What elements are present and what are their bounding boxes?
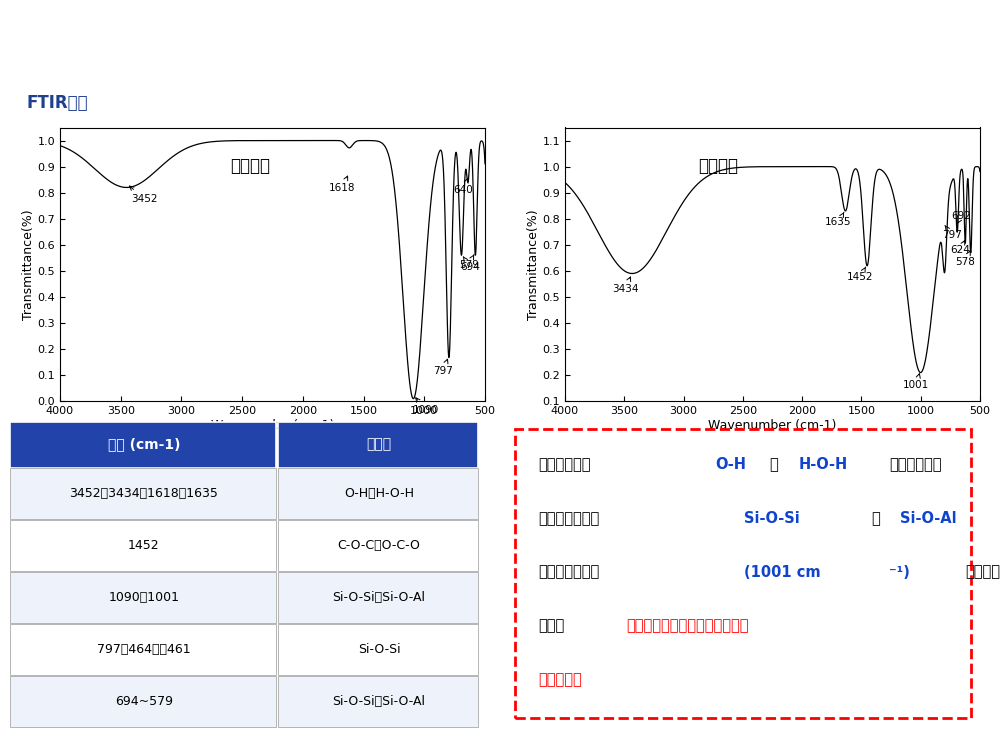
- FancyBboxPatch shape: [10, 422, 276, 468]
- Text: 和: 和: [769, 457, 778, 472]
- Text: 694: 694: [460, 256, 480, 272]
- X-axis label: Wavenumber(cm-1): Wavenumber(cm-1): [210, 419, 335, 432]
- Text: Si-O-Si和Si-O-Al: Si-O-Si和Si-O-Al: [332, 591, 425, 604]
- Text: 797: 797: [942, 226, 962, 241]
- Text: 3452: 3452: [129, 186, 158, 204]
- Text: 640: 640: [453, 178, 473, 196]
- Text: 带的波数的降低: 带的波数的降低: [538, 565, 600, 580]
- FancyBboxPatch shape: [278, 520, 478, 571]
- FancyBboxPatch shape: [278, 624, 478, 675]
- FancyBboxPatch shape: [278, 422, 478, 468]
- Text: Si-O-Si: Si-O-Si: [358, 643, 400, 656]
- Text: Si-O-Si和Si-O-Al: Si-O-Si和Si-O-Al: [332, 695, 425, 708]
- Text: H-O-H: H-O-H: [799, 457, 848, 472]
- FancyBboxPatch shape: [10, 572, 276, 623]
- Text: 地聚合物: 地聚合物: [698, 158, 738, 176]
- Text: 提钒尾渣: 提钒尾渣: [230, 158, 270, 176]
- Text: 1635: 1635: [825, 212, 852, 227]
- Text: 地聚合物试样: 地聚合物试样: [538, 457, 591, 472]
- Text: 464: 464: [0, 749, 1, 750]
- Text: Si-O-Si: Si-O-Si: [744, 511, 800, 526]
- Text: 波数 (cm-1): 波数 (cm-1): [108, 436, 180, 451]
- Text: 胶的形成。: 胶的形成。: [538, 672, 582, 687]
- Text: FTIR分析: FTIR分析: [26, 94, 88, 112]
- Text: 1090和1001: 1090和1001: [108, 591, 179, 604]
- Text: 化学键: 化学键: [366, 436, 392, 451]
- Text: 1452: 1452: [847, 267, 873, 282]
- Text: 3452、3434、1618和1635: 3452、3434、1618和1635: [70, 488, 218, 500]
- FancyBboxPatch shape: [514, 429, 970, 718]
- Text: 键的吸收带的: 键的吸收带的: [889, 457, 941, 472]
- Text: 和: 和: [871, 511, 880, 526]
- Text: (1001 cm: (1001 cm: [744, 565, 821, 580]
- Text: 624: 624: [950, 241, 970, 255]
- FancyBboxPatch shape: [10, 520, 276, 571]
- Text: 579: 579: [459, 254, 479, 270]
- Text: 578: 578: [955, 251, 975, 266]
- FancyBboxPatch shape: [10, 676, 276, 727]
- Text: C-O-C和O-C-O: C-O-C和O-C-O: [338, 539, 420, 552]
- Text: 692: 692: [951, 211, 971, 224]
- FancyBboxPatch shape: [10, 468, 276, 519]
- Text: 461: 461: [0, 749, 1, 750]
- Text: O-H和H-O-H: O-H和H-O-H: [344, 488, 414, 500]
- Text: 797: 797: [433, 359, 453, 376]
- Text: ，表明试: ，表明试: [966, 565, 1000, 580]
- Text: Si-O-Al: Si-O-Al: [900, 511, 957, 526]
- Text: 1001: 1001: [903, 374, 929, 391]
- Text: 1090: 1090: [412, 398, 439, 416]
- FancyBboxPatch shape: [10, 624, 276, 675]
- Text: 3. 多固废基地聚合物胶凝材料的制备: 3. 多固废基地聚合物胶凝材料的制备: [12, 26, 316, 53]
- Y-axis label: Transmittance(%): Transmittance(%): [22, 209, 35, 320]
- Text: ⁻¹): ⁻¹): [889, 565, 910, 580]
- Text: 1618: 1618: [329, 176, 355, 193]
- Text: 1452: 1452: [128, 539, 160, 552]
- Text: O-H: O-H: [715, 457, 746, 472]
- X-axis label: Wavenumber (cm-1): Wavenumber (cm-1): [708, 419, 837, 432]
- FancyBboxPatch shape: [278, 572, 478, 623]
- Text: 强度的增强以及: 强度的增强以及: [538, 511, 600, 526]
- Text: 无定型硅铝凝胶和斜方钙永石凝: 无定型硅铝凝胶和斜方钙永石凝: [627, 618, 749, 633]
- Y-axis label: Transmittance(%): Transmittance(%): [527, 209, 540, 320]
- FancyBboxPatch shape: [278, 676, 478, 727]
- Text: 样中有: 样中有: [538, 618, 564, 633]
- Text: 694~579: 694~579: [115, 695, 173, 708]
- FancyBboxPatch shape: [278, 468, 478, 519]
- Text: 797、464、和461: 797、464、和461: [97, 643, 191, 656]
- Text: 3434: 3434: [612, 277, 638, 294]
